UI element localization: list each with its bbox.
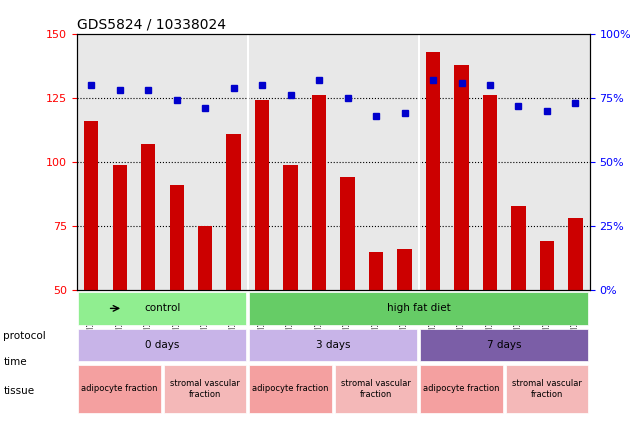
Bar [84, 121, 98, 290]
Bar [540, 242, 554, 290]
FancyBboxPatch shape [78, 329, 246, 362]
Bar [226, 134, 241, 290]
Text: control: control [144, 303, 181, 313]
Bar [255, 100, 269, 290]
FancyBboxPatch shape [78, 292, 246, 325]
Bar [483, 95, 497, 290]
Text: stromal vascular
fraction: stromal vascular fraction [170, 379, 240, 398]
Bar [426, 52, 440, 290]
Text: tissue: tissue [3, 386, 35, 396]
Text: 0 days: 0 days [146, 340, 179, 350]
Text: adipocyte fraction: adipocyte fraction [81, 385, 158, 393]
FancyBboxPatch shape [164, 365, 246, 413]
FancyBboxPatch shape [249, 365, 332, 413]
Text: stromal vascular
fraction: stromal vascular fraction [512, 379, 582, 398]
Bar [283, 165, 297, 290]
FancyBboxPatch shape [335, 365, 417, 413]
FancyBboxPatch shape [420, 329, 588, 362]
Text: 3 days: 3 days [316, 340, 351, 350]
FancyBboxPatch shape [506, 365, 588, 413]
Bar [312, 95, 326, 290]
Text: adipocyte fraction: adipocyte fraction [423, 385, 500, 393]
FancyBboxPatch shape [420, 365, 503, 413]
Bar [340, 177, 354, 290]
Text: high fat diet: high fat diet [387, 303, 451, 313]
Text: protocol: protocol [3, 331, 46, 341]
Bar [454, 65, 469, 290]
FancyBboxPatch shape [249, 329, 417, 362]
Text: stromal vascular
fraction: stromal vascular fraction [341, 379, 411, 398]
Text: 7 days: 7 days [487, 340, 522, 350]
Bar [369, 252, 383, 290]
Text: GDS5824 / 10338024: GDS5824 / 10338024 [77, 17, 226, 31]
FancyBboxPatch shape [249, 292, 588, 325]
Bar [141, 144, 155, 290]
Text: adipocyte fraction: adipocyte fraction [253, 385, 329, 393]
Bar [198, 226, 212, 290]
Bar [113, 165, 127, 290]
Text: time: time [3, 357, 27, 367]
Bar [569, 218, 583, 290]
Bar [169, 185, 184, 290]
Bar [512, 206, 526, 290]
FancyBboxPatch shape [78, 365, 161, 413]
Bar [397, 249, 412, 290]
